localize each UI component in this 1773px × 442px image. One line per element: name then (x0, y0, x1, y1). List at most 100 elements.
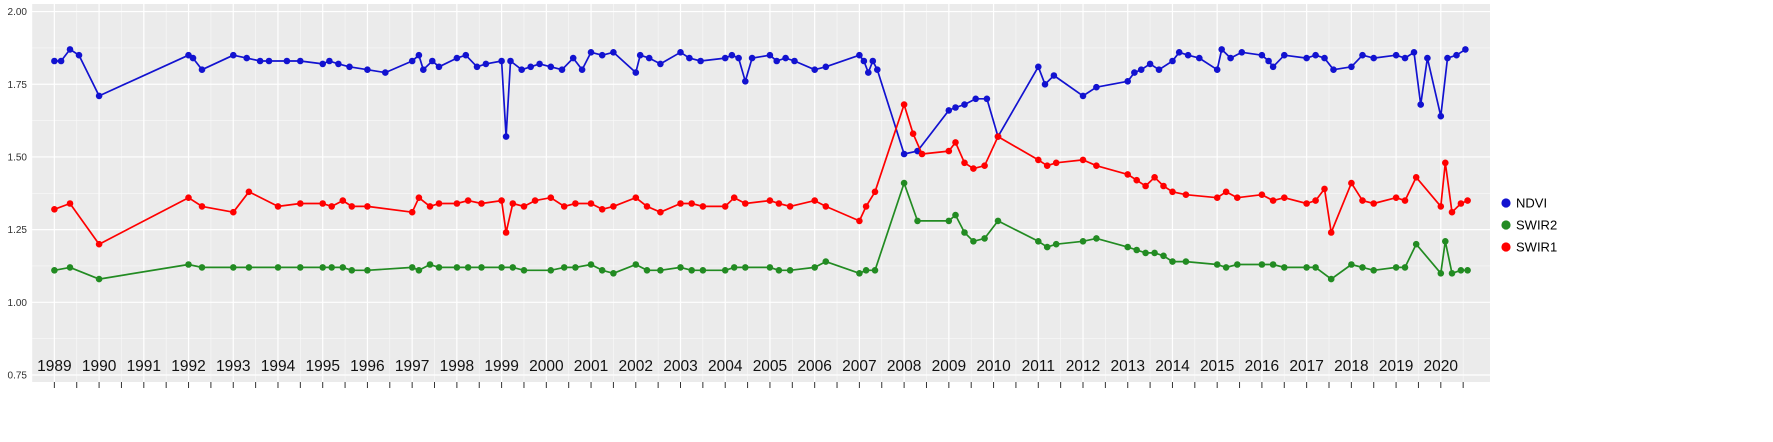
data-point (721, 203, 729, 210)
data-point (420, 66, 427, 73)
data-point (415, 194, 423, 201)
data-point (688, 267, 695, 274)
data-point (297, 200, 304, 207)
data-point (453, 264, 461, 271)
data-point (791, 57, 798, 65)
x-tick-label: 2011 (1022, 358, 1055, 375)
data-point (677, 49, 684, 56)
data-point (1370, 200, 1377, 207)
data-point (462, 51, 470, 59)
x-tick-label: 2009 (932, 358, 966, 375)
data-point (1258, 261, 1266, 268)
data-point (1359, 197, 1366, 204)
data-point (632, 194, 640, 201)
data-point (860, 57, 868, 65)
x-tick-label: 1990 (82, 358, 117, 375)
data-point (1182, 258, 1190, 265)
data-point (429, 57, 436, 65)
data-point (587, 49, 595, 56)
x-tick-label: 2014 (1155, 358, 1190, 375)
data-point (502, 229, 510, 236)
series-SWIR1 (51, 101, 1471, 248)
x-tick-label: 2013 (1110, 358, 1144, 375)
data-point (688, 200, 695, 207)
data-point (1303, 200, 1310, 207)
data-point (1424, 54, 1431, 62)
data-point (1175, 49, 1183, 56)
data-point (1312, 197, 1319, 204)
data-point (970, 238, 977, 245)
data-point (51, 57, 58, 65)
data-point (95, 92, 103, 100)
data-point (1133, 176, 1140, 184)
data-point (587, 261, 595, 268)
data-point (243, 54, 250, 62)
data-point (657, 60, 664, 68)
x-tick-label: 2020 (1424, 358, 1459, 375)
data-point (914, 217, 921, 225)
data-point (1124, 78, 1131, 85)
x-axis-ticks (53, 382, 1464, 388)
data-point (265, 57, 273, 65)
data-point (408, 264, 416, 271)
data-point (348, 267, 356, 274)
data-point (643, 203, 651, 210)
data-point (509, 264, 517, 271)
data-point (1043, 162, 1051, 169)
data-point (1410, 49, 1418, 56)
data-point (198, 66, 206, 73)
data-point (952, 139, 959, 146)
data-point (498, 57, 505, 65)
data-point (728, 51, 736, 59)
data-point (587, 200, 595, 207)
data-point (945, 147, 953, 155)
data-point (699, 267, 707, 274)
data-point (415, 51, 423, 59)
x-tick-label: 2006 (797, 358, 831, 375)
data-point (994, 217, 1002, 225)
x-tick-label: 1997 (395, 358, 429, 375)
data-point (1035, 156, 1042, 164)
data-point (335, 60, 342, 68)
data-point (274, 264, 282, 271)
data-point (283, 57, 291, 65)
data-point (1238, 49, 1246, 56)
data-point (560, 264, 568, 271)
data-point (198, 203, 206, 210)
data-point (1281, 194, 1288, 201)
data-point (245, 188, 253, 196)
x-tick-label: 2010 (976, 358, 1011, 375)
data-point (1052, 240, 1060, 248)
data-point (578, 66, 586, 73)
data-point (51, 206, 58, 213)
data-point (636, 51, 644, 59)
data-point (408, 208, 416, 216)
data-point (961, 229, 968, 236)
data-point (51, 267, 58, 274)
data-point (339, 264, 347, 271)
data-point (536, 60, 543, 68)
data-point (1370, 54, 1377, 62)
legend-key-ndvi-icon (1501, 198, 1511, 208)
data-point (1303, 54, 1310, 62)
data-point (1453, 51, 1460, 59)
data-point (1041, 81, 1049, 88)
data-point (1437, 270, 1445, 277)
data-point (1035, 63, 1042, 71)
data-point (1052, 159, 1060, 167)
x-tick-label: 2016 (1245, 358, 1279, 375)
data-point (1160, 252, 1167, 260)
data-point (509, 200, 517, 207)
data-point (339, 197, 347, 204)
data-point (1093, 235, 1100, 242)
series-SWIR2 (51, 179, 1471, 283)
data-point (1303, 264, 1310, 271)
data-point (945, 217, 953, 225)
data-point (66, 46, 74, 53)
data-point (415, 267, 423, 274)
data-point (1146, 60, 1154, 68)
data-point (426, 203, 434, 210)
data-point (1327, 229, 1335, 236)
data-point (871, 267, 879, 274)
x-tick-label: 2005 (753, 358, 787, 375)
